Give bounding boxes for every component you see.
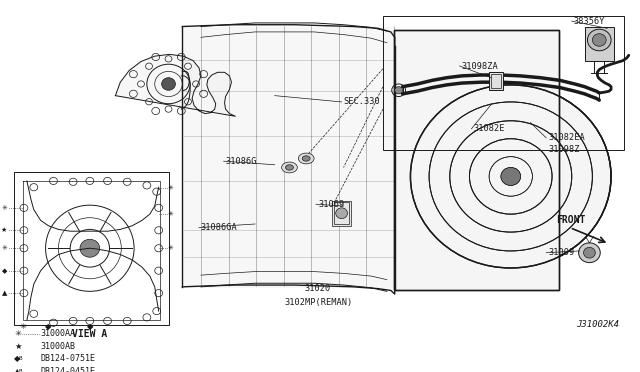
Ellipse shape [584,247,595,258]
Ellipse shape [302,156,310,161]
Text: B: B [18,356,22,361]
Text: 31086G: 31086G [225,157,257,166]
Ellipse shape [336,208,348,219]
Text: ✳: ✳ [168,245,173,251]
Text: ▲: ▲ [14,367,20,372]
Bar [491,74,501,89]
Text: ✳: ✳ [168,185,173,191]
Bar [332,201,351,226]
Text: 31086GA: 31086GA [201,223,237,232]
Text: VIEW A: VIEW A [72,329,108,339]
Ellipse shape [298,153,314,164]
Text: ◆: ◆ [2,268,7,274]
Text: 38356Y: 38356Y [573,17,605,26]
Text: ★: ★ [1,227,7,233]
Text: ✳: ✳ [1,205,7,211]
Ellipse shape [501,167,520,185]
Text: J31002K4: J31002K4 [576,320,619,329]
Text: 31082EA: 31082EA [548,133,585,142]
Bar [14,172,170,324]
Text: DB124-0751E: DB124-0751E [41,354,95,363]
Ellipse shape [501,167,520,185]
Text: ★: ★ [14,341,22,350]
Text: 31009: 31009 [548,248,574,257]
Text: ✳: ✳ [1,245,7,251]
Ellipse shape [285,165,293,170]
Polygon shape [182,26,395,287]
Text: ✳: ✳ [14,329,21,338]
Text: FRONT: FRONT [556,215,586,225]
Text: SEC.330: SEC.330 [344,97,380,106]
Text: ▲: ▲ [2,290,7,296]
Text: 31069: 31069 [318,200,344,209]
Bar [584,26,614,61]
Bar [394,30,559,291]
Bar [383,16,624,150]
Text: B: B [18,369,22,372]
Text: 31000AB: 31000AB [41,341,76,350]
Text: 31000AA: 31000AA [41,329,76,338]
Text: 31020: 31020 [304,284,330,293]
Text: ◆: ◆ [14,354,20,363]
Ellipse shape [588,29,611,51]
Bar [333,202,349,224]
Bar [394,30,559,291]
Ellipse shape [395,87,403,94]
Polygon shape [115,54,236,116]
Ellipse shape [80,239,100,257]
Bar [489,72,503,90]
Text: 31098Z: 31098Z [548,145,580,154]
Text: 31098ZA: 31098ZA [461,61,499,71]
Text: ◆: ◆ [45,322,52,331]
Ellipse shape [579,243,600,263]
Text: 31082E: 31082E [474,124,505,133]
Ellipse shape [282,162,298,173]
Ellipse shape [162,78,175,90]
Text: ◆: ◆ [86,322,93,331]
Text: DB124-0451E: DB124-0451E [41,367,95,372]
Text: ✳: ✳ [168,211,173,217]
Text: ✳: ✳ [19,322,26,331]
Ellipse shape [593,34,606,46]
Text: 3102MP(REMAN): 3102MP(REMAN) [285,298,353,307]
Ellipse shape [410,85,611,268]
